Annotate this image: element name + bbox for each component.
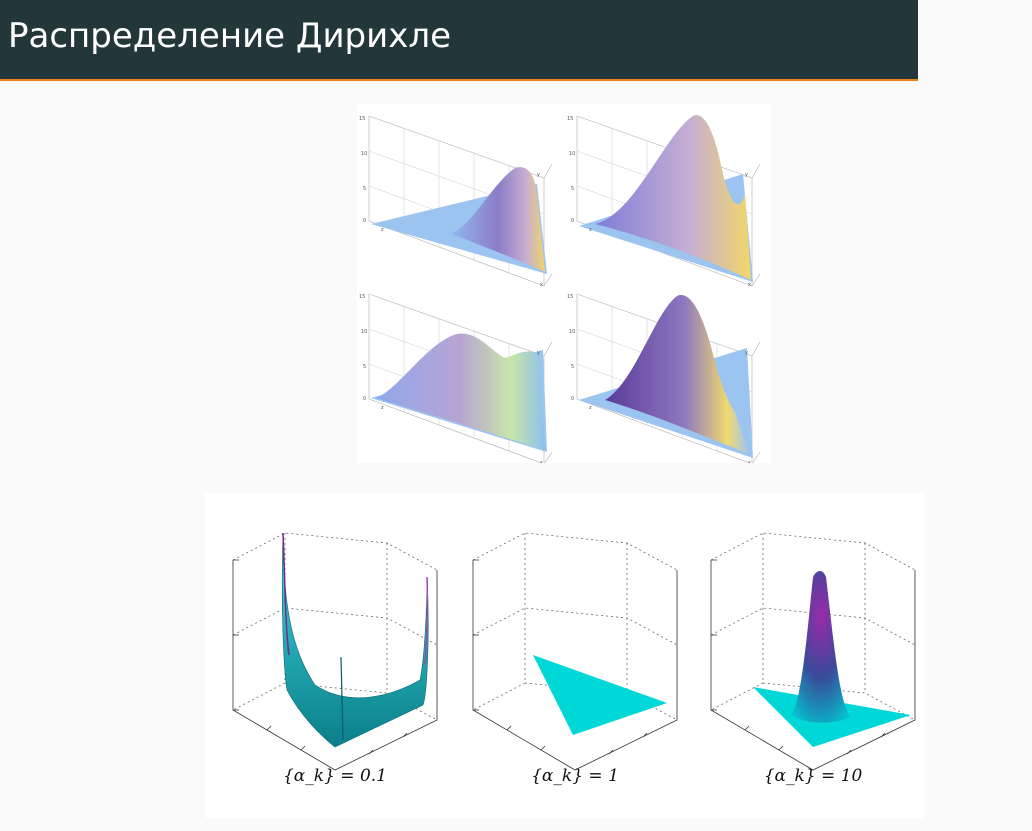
z-axis-label: z — [381, 227, 384, 233]
corner-spike — [282, 532, 290, 656]
slide-title: Распределение Дирихле — [8, 16, 451, 56]
z-tick: 5 — [571, 364, 574, 370]
z-axis-label: z — [381, 405, 384, 411]
y-axis-label: y — [745, 172, 748, 178]
z-tick: 15 — [567, 116, 573, 122]
density-surface — [595, 115, 751, 281]
z-tick: 10 — [361, 151, 367, 157]
z-tick: 5 — [363, 364, 366, 370]
caption-alpha-1: {α_k} = 1 — [531, 766, 619, 786]
density-surface — [375, 333, 545, 450]
dirichlet-density-grid: 15 10 5 0 y z x 15 10 5 0 y z x 15 1 — [357, 104, 771, 466]
z-tick: 0 — [363, 396, 366, 402]
dirichlet-alpha-comparison-svg: {α_k} = 0.1 {α_k} = 1 {α_k} = 10 — [232, 532, 916, 786]
slide-header: Распределение Дирихле — [0, 0, 918, 79]
z-tick: 15 — [359, 294, 365, 300]
z-tick: 15 — [567, 294, 573, 300]
z-tick: 0 — [571, 396, 574, 402]
density-plot-4: 15 10 5 0 y z x — [567, 293, 761, 466]
density-surface — [533, 655, 667, 735]
y-axis-label: y — [745, 350, 748, 356]
density-plot-2: 15 10 5 0 y z x — [567, 115, 761, 288]
caption-alpha-0.1: {α_k} = 0.1 — [283, 766, 387, 786]
z-tick: 5 — [363, 186, 366, 192]
density-plot-1: 15 10 5 0 y z x — [359, 115, 553, 288]
x-axis-label: x — [540, 282, 543, 288]
z-tick: 5 — [571, 186, 574, 192]
z-tick: 10 — [361, 329, 367, 335]
density-peak — [791, 571, 851, 723]
z-tick: 0 — [363, 218, 366, 224]
dirichlet-density-grid-svg: 15 10 5 0 y z x 15 10 5 0 y z x 15 1 — [359, 115, 761, 466]
y-axis-label: y — [537, 172, 540, 178]
alpha-plot-10 — [710, 532, 916, 771]
x-axis-label: x — [748, 282, 751, 288]
z-tick: 10 — [569, 151, 575, 157]
alpha-plot-1 — [472, 532, 678, 771]
x-axis-label: x — [540, 460, 543, 463]
x-axis-label: x — [748, 460, 751, 463]
z-axis-label: z — [589, 227, 592, 233]
alpha-plot-0.1 — [232, 532, 438, 771]
corner-spike — [424, 576, 429, 666]
density-plot-3: 15 10 5 0 y z x — [359, 293, 553, 466]
caption-alpha-10: {α_k} = 10 — [764, 766, 863, 786]
header-accent-rule — [0, 79, 918, 81]
density-surface — [605, 295, 749, 454]
corner-spike — [340, 656, 344, 741]
z-tick: 10 — [569, 329, 575, 335]
y-axis-label: y — [537, 350, 540, 356]
z-tick: 0 — [571, 218, 574, 224]
density-surface — [281, 532, 429, 748]
dirichlet-alpha-comparison: {α_k} = 0.1 {α_k} = 1 {α_k} = 10 — [205, 493, 924, 818]
z-axis-label: z — [589, 405, 592, 411]
density-surface — [452, 167, 545, 272]
z-tick: 15 — [359, 116, 365, 122]
